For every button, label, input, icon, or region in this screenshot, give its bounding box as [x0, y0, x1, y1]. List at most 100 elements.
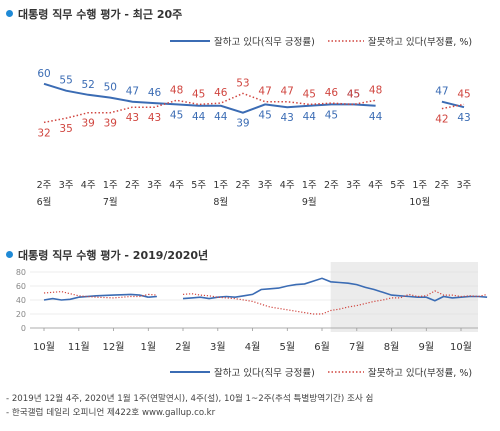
x-tick-week: 3주	[457, 180, 472, 191]
data-label: 46	[214, 87, 228, 99]
solid-line-icon	[170, 371, 210, 373]
data-label: 45	[347, 88, 360, 100]
x-tick-month: 3월	[210, 341, 226, 353]
x-tick-month: 2월	[175, 341, 191, 353]
x-tick-week: 3주	[59, 180, 74, 191]
data-label: 45	[347, 88, 360, 100]
legend-negative: 잘못하고 있다(부정률, %)	[327, 365, 473, 379]
data-label: 45	[192, 88, 205, 100]
data-label: 53	[236, 77, 249, 89]
chart1-legend: 잘하고 있다(직무 긍정률) 잘못하고 있다(부정률, %)	[160, 34, 472, 48]
x-tick-month: 12월	[103, 341, 125, 353]
x-tick-month: 7월	[349, 341, 365, 353]
y-tick-label: 40	[16, 296, 26, 305]
series-line-positive	[43, 277, 488, 302]
x-tick-week: 2주	[324, 180, 339, 191]
x-tick-week: 1주	[412, 180, 427, 191]
dotted-line-icon	[327, 40, 364, 42]
data-label: 44	[369, 111, 383, 123]
series-line-negative	[43, 92, 465, 124]
legend-positive: 잘하고 있다(직무 긍정률)	[170, 365, 315, 379]
data-label: 43	[126, 112, 139, 124]
x-tick-week: 5주	[191, 180, 206, 191]
data-label: 45	[325, 109, 338, 121]
x-tick-month: 9월	[302, 196, 317, 208]
x-tick-week: 3주	[147, 180, 162, 191]
legend-negative-label: 잘못하고 있다(부정률, %)	[367, 37, 473, 48]
data-label: 43	[281, 112, 294, 124]
legend-positive-label: 잘하고 있다(직무 긍정률)	[214, 37, 315, 48]
data-label: 43	[457, 112, 470, 124]
data-label: 45	[303, 88, 316, 100]
x-tick-week: 2주	[435, 180, 450, 191]
data-label: 48	[170, 84, 183, 96]
x-tick-month: 1월	[141, 341, 157, 353]
bullet-dot-icon	[6, 251, 13, 258]
chart2-legend: 잘하고 있다(직무 긍정률) 잘못하고 있다(부정률, %)	[160, 365, 472, 379]
series-line-positive	[43, 82, 465, 114]
data-label: 42	[435, 114, 448, 126]
y-tick-label: 20	[16, 310, 26, 319]
x-tick-month: 10월	[409, 196, 430, 208]
data-label: 44	[192, 111, 206, 123]
data-label: 46	[148, 87, 162, 99]
x-tick-month: 4월	[245, 341, 261, 353]
data-label: 46	[325, 87, 339, 99]
data-label: 44	[303, 111, 317, 123]
y-tick-label: 80	[16, 268, 26, 277]
x-tick-week: 3주	[346, 180, 361, 191]
y-tick-label: 60	[16, 282, 26, 291]
x-tick-week: 3주	[258, 180, 273, 191]
legend-negative: 잘못하고 있다(부정률, %)	[327, 34, 473, 48]
footnote-source: - 한국갤럽 데일리 오피니언 제422호 www.gallup.co.kr	[6, 408, 216, 418]
y-tick-label: 0	[21, 324, 26, 333]
chart1-title: 대통령 직무 수행 평가 - 최근 20주	[6, 6, 182, 22]
data-label: 39	[82, 118, 95, 130]
data-label: 60	[37, 68, 50, 80]
data-label: 35	[59, 123, 72, 135]
x-tick-week: 1주	[213, 180, 228, 191]
chart1-title-text: 대통령 직무 수행 평가 - 최근 20주	[18, 8, 183, 21]
data-label: 47	[435, 86, 448, 98]
legend-negative-label: 잘못하고 있다(부정률, %)	[367, 368, 473, 379]
data-label: 47	[281, 86, 294, 98]
bullet-dot-icon	[6, 10, 13, 17]
x-tick-month: 8월	[213, 196, 228, 208]
data-label: 45	[258, 109, 271, 121]
x-tick-month: 6월	[37, 196, 52, 208]
data-label: 48	[369, 84, 382, 96]
x-tick-week: 2주	[37, 180, 52, 191]
data-label: 32	[37, 127, 50, 139]
data-label: 44	[214, 111, 228, 123]
data-label: 55	[59, 75, 72, 87]
chart2-title: 대통령 직무 수행 평가 - 2019/2020년	[6, 247, 208, 263]
data-label: 50	[104, 82, 117, 94]
data-label: 52	[82, 79, 95, 91]
chart2-title-text: 대통령 직무 수행 평가 - 2019/2020년	[18, 249, 209, 262]
x-tick-month: 6월	[314, 341, 330, 353]
chart2-line-chart: 0 20 40 60 80 10월 11월 12월 1월 2월 3월 4월 5월 6월 7월 8월 9월 10월	[16, 262, 488, 353]
highlight-recent-period	[330, 262, 478, 332]
data-label: 47	[258, 86, 271, 98]
x-tick-week: 2주	[236, 180, 251, 191]
x-tick-week: 4주	[81, 180, 96, 191]
x-tick-month: 8월	[384, 341, 400, 353]
data-label: 43	[148, 112, 161, 124]
data-label: 39	[104, 118, 117, 130]
data-label: 45	[170, 109, 183, 121]
x-tick-week: 4주	[280, 180, 295, 191]
x-tick-week: 1주	[103, 180, 118, 191]
legend-positive-label: 잘하고 있다(직무 긍정률)	[214, 368, 315, 379]
data-label: 39	[236, 118, 249, 130]
footnotes: - 2019년 12월 4주, 2020년 1월 1주(연말연시), 4주(설)…	[6, 392, 373, 420]
x-tick-month: 7월	[103, 196, 118, 208]
x-tick-month: 10월	[450, 341, 472, 353]
x-tick-week: 1주	[302, 180, 317, 191]
x-tick-month: 5월	[280, 341, 296, 353]
x-tick-week: 2주	[125, 180, 140, 191]
legend-positive: 잘하고 있다(직무 긍정률)	[170, 34, 315, 48]
data-label: 45	[457, 88, 470, 100]
x-tick-week: 4주	[368, 180, 383, 191]
dotted-line-icon	[327, 371, 364, 373]
footnote-survey-gaps: - 2019년 12월 4주, 2020년 1월 1주(연말연시), 4주(설)…	[6, 394, 374, 404]
